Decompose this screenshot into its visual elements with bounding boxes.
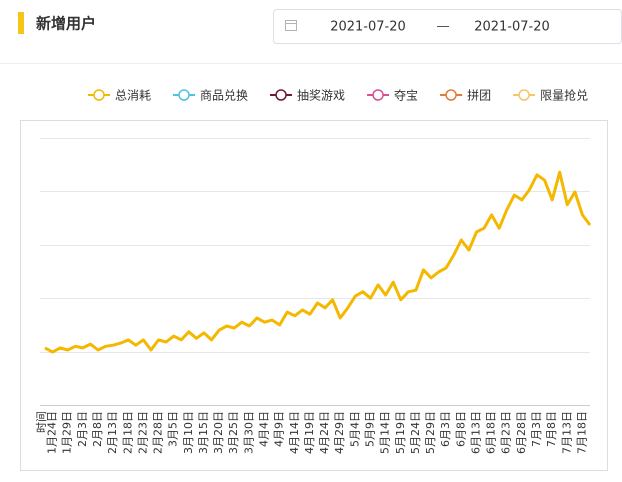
calendar-icon (285, 20, 297, 31)
x-tick-label: 2月8日 (91, 411, 104, 447)
x-tick-label: 3月5日 (167, 411, 180, 447)
legend-label: 商品兑换 (200, 88, 248, 103)
x-tick-label: 2月23日 (136, 411, 149, 454)
date-end[interactable]: 2021-07-20 (474, 20, 550, 35)
x-tick-label: 4月24日 (318, 411, 331, 454)
x-tick-label: 4月9日 (273, 411, 286, 447)
legend-marker (93, 89, 105, 101)
title-accent (18, 12, 24, 34)
date-start[interactable]: 2021-07-20 (330, 20, 406, 35)
x-tick-label: 3月30日 (242, 411, 255, 454)
x-tick-label: 5月29日 (424, 411, 437, 454)
x-tick-label: 3月10日 (182, 411, 195, 454)
x-tick-label: 2月18日 (121, 411, 134, 454)
x-tick-label: 5月14日 (379, 411, 392, 454)
x-tick-label: 3月20日 (212, 411, 225, 454)
x-tick-label: 2月13日 (106, 411, 119, 454)
legend-marker (445, 89, 457, 101)
legend-marker (372, 89, 384, 101)
x-tick-label: 6月13日 (469, 411, 482, 454)
x-tick-label: 7月3日 (530, 411, 543, 447)
x-tick-label: 6月23日 (500, 411, 513, 454)
x-tick-label: 5月19日 (394, 411, 407, 454)
chart-frame (20, 120, 608, 471)
x-tick-label: 6月8日 (454, 411, 467, 447)
x-tick-label: 6月18日 (485, 411, 498, 454)
x-tick-label: 3月25日 (227, 411, 240, 454)
x-tick-label: 5月4日 (348, 411, 361, 447)
x-tick-label: 6月3日 (439, 411, 452, 447)
x-tick-label: 1月24日 (46, 411, 59, 454)
x-tick-label: 4月19日 (303, 411, 316, 454)
legend-marker (275, 89, 287, 101)
x-tick-label: 4月4日 (258, 411, 271, 447)
legend-label: 限量抢兑 (540, 88, 588, 103)
x-tick-label: 6月28日 (515, 411, 528, 454)
x-tick-label: 7月13日 (560, 411, 573, 454)
legend-label: 抽奖游戏 (297, 89, 345, 103)
series-line (44, 170, 592, 354)
x-tick-label: 2月3日 (76, 411, 89, 447)
x-tick-label: 2月28日 (152, 411, 165, 454)
x-tick-label: 7月18日 (575, 411, 588, 454)
legend-label: 总消耗 (115, 89, 151, 103)
page-title: 新增用户 (36, 15, 96, 33)
legend-marker (178, 89, 190, 101)
legend: 总消耗 商品兑换 抽奖游戏 夺宝 拼团 限量抢兑 (88, 88, 588, 103)
x-tick-label: 1月29日 (61, 411, 74, 454)
legend-marker (518, 89, 530, 101)
x-tick-label: 4月14日 (288, 411, 301, 454)
x-tick-label: 4月29日 (333, 411, 346, 454)
legend-label: 夺宝 (394, 89, 418, 103)
x-tick-label: 5月9日 (363, 411, 376, 447)
legend-label: 拼团 (467, 89, 491, 103)
x-axis-label: 时间 (35, 411, 48, 433)
x-tick-label: 7月8日 (545, 411, 558, 447)
x-tick-label: 3月15日 (197, 411, 210, 454)
x-tick-label: 5月24日 (409, 411, 422, 454)
